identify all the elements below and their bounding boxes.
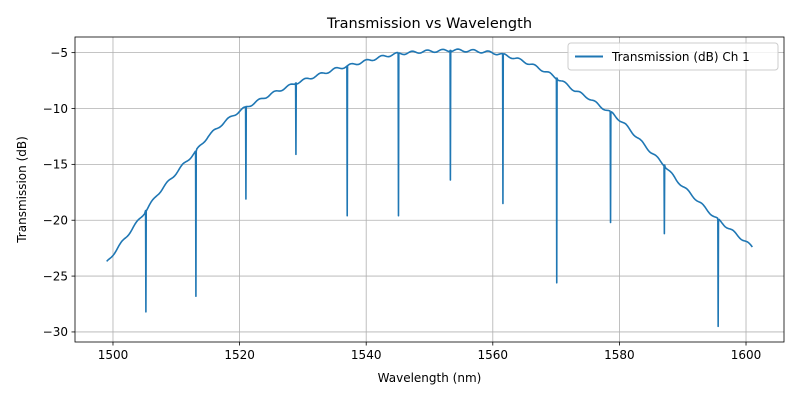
series-layer [106,48,753,328]
chart-title: Transmission vs Wavelength [326,16,532,32]
x-tick-label: 1600 [731,348,762,362]
x-tick-label: 1540 [351,348,382,362]
x-axis-label: Wavelength (nm) [378,371,482,385]
plot-frame [74,36,785,343]
tick-layer: 1500 1520 1540 1560 1580 1600 −30 −25 −20 −15 −10 −… [43,46,762,362]
y-tick-label: −30 [43,325,68,339]
x-tick-label: 1500 [98,348,129,362]
legend-box [567,42,779,71]
y-axis-label: Transmission (dB) [15,136,29,244]
y-tick-label: −25 [43,269,68,283]
grid-layer [75,37,784,342]
y-tick-label: −15 [43,158,68,172]
series-line [106,48,753,328]
legend-entry-label: Transmission (dB) Ch 1 [611,50,750,64]
x-tick-label: 1520 [224,348,255,362]
y-tick-label: −10 [43,102,68,116]
legend: Transmission (dB) Ch 1 [567,42,779,71]
x-tick-label: 1580 [604,348,635,362]
y-tick-label: −20 [43,214,68,228]
y-tick-label: −5 [50,46,68,60]
x-tick-label: 1560 [478,348,509,362]
